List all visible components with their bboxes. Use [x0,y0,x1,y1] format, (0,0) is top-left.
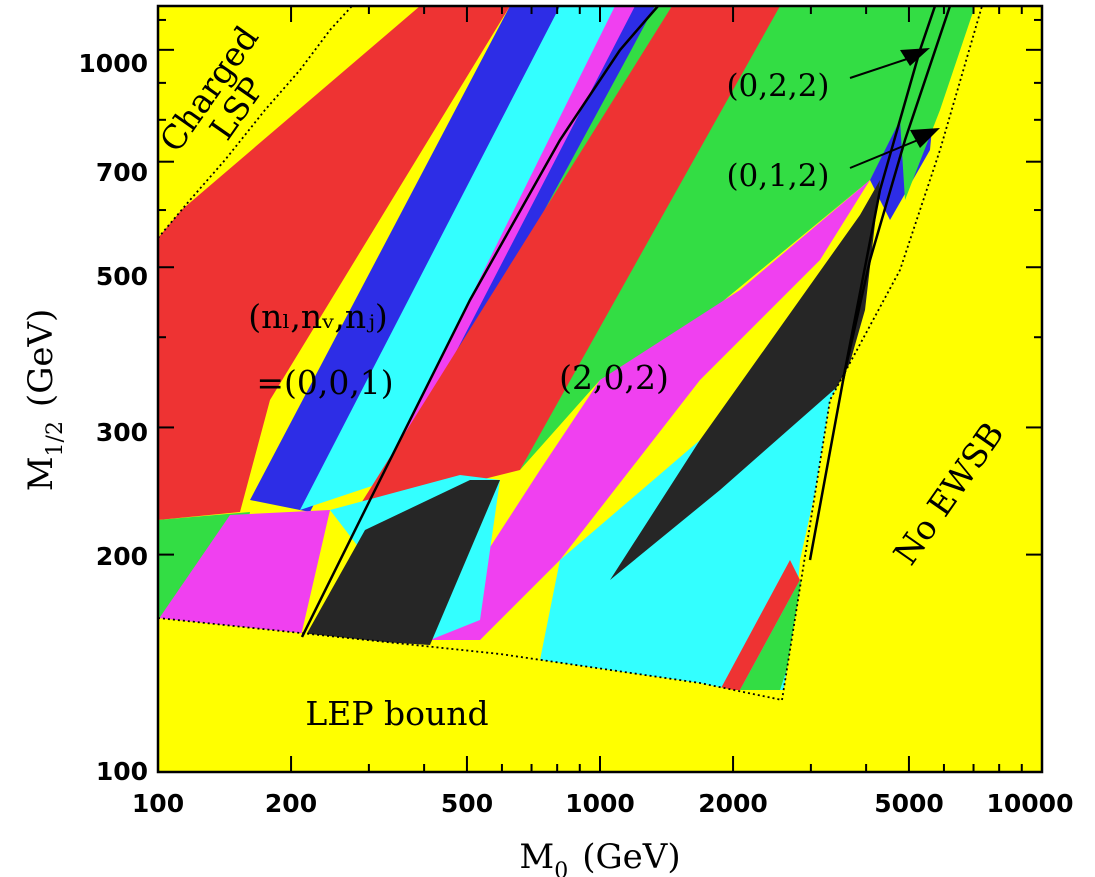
lep-bound-region [158,618,1042,772]
annotation-001: =(0,0,1) [256,363,393,402]
band-magenta-2 [430,180,870,640]
no-ewsb-right-region [782,6,1042,772]
x-tick-label-2000: 2000 [698,789,768,818]
contour-line-2 [808,6,937,561]
band-red-2 [360,6,790,505]
arrow-022-head [900,48,930,66]
band-black [305,180,880,645]
x-tick-label-500: 500 [441,789,493,818]
x-axis-title-main: M [519,837,554,877]
lep-bound-label: LEP bound [305,694,488,733]
y-axis-title: M1/2 (GeV) [21,309,68,492]
x-axis-title: M0 (GeV) [519,837,680,877]
band-cyan-1 [300,6,620,510]
y-tick-label-1000: 1000 [78,49,148,78]
band-red-1 [158,6,510,520]
band-green-3 [900,6,975,200]
arrow-012-head [910,128,940,148]
band-magenta-lower [158,510,330,640]
contour-line-3 [841,6,952,381]
x-tick-label-200: 200 [265,789,317,818]
y-axis-title-main: M [21,456,61,491]
no-ewsb-boundary [781,6,983,701]
contour-line-1 [300,6,659,638]
y-tick-label-500: 500 [96,262,148,291]
arrow-022-line [849,57,911,79]
annotation-nl-nv-nj: (nₗ,nᵥ,nⱼ) [248,297,388,336]
x-axis-title-sub: 0 [554,859,568,877]
lep-boundary [158,617,783,701]
band-stripes-upper [158,6,975,640]
y-tick-label-100: 100 [96,757,148,786]
arrow-012 [849,128,940,169]
band-green-2 [520,6,960,470]
arrow-022 [849,48,930,79]
x-tick-label-5000: 5000 [874,789,944,818]
x-axis-title-unit: (GeV) [582,837,680,877]
y-tick-label-300: 300 [96,418,148,447]
charged-lsp-boundary [158,6,353,239]
x-tick-labels: 100 200 500 1000 2000 5000 10000 [132,789,1074,818]
annotation-022: (0,2,2) [726,68,829,104]
annotation-012: (0,1,2) [726,158,829,194]
x-tick-label-10000: 10000 [987,789,1074,818]
band-red-lower [720,560,800,690]
y-tick-label-200: 200 [96,542,148,571]
band-black-1 [305,480,500,645]
band-green-lower-2 [740,580,810,690]
arrow-012-line [849,139,919,169]
y-axis-title-unit: (GeV) [21,309,61,407]
y-axis-title-sub: 1/2 [43,421,68,456]
band-blue-1 [250,6,570,512]
annotation-202: (2,0,2) [559,358,669,397]
axis-ticks [157,6,1043,773]
band-black-2 [610,180,880,580]
y-tick-labels: 100 200 300 500 700 1000 [78,49,148,786]
x-tick-label-100: 100 [132,789,184,818]
y-tick-label-700: 700 [96,158,148,187]
x-tick-label-1000: 1000 [565,789,635,818]
